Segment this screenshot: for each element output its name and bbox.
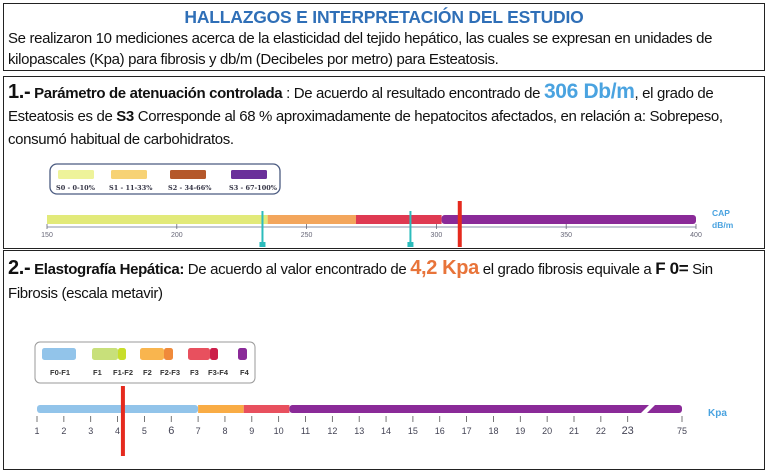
cap-legend-label: S3 - 67-100% — [229, 184, 278, 192]
kpa-tick-label: 4 — [115, 426, 120, 436]
text: el grado fibrosis equivale a — [478, 261, 656, 278]
cap-paragraph: 1.- Parámetro de atenuación controlada :… — [4, 80, 764, 151]
cap-legend-swatch — [170, 170, 206, 179]
cap-tick-label: 250 — [301, 232, 313, 239]
kpa-tick-label: 2 — [61, 426, 66, 436]
kpa-tick-label: 1 — [34, 426, 39, 436]
kpa-tick-label: 18 — [488, 426, 498, 436]
cap-legend-label: S2 - 34-66% — [168, 184, 212, 192]
cap-segment — [355, 215, 442, 224]
cap-result-marker — [457, 201, 462, 247]
kpa-legend-label: F1 — [93, 368, 102, 377]
kpa-tick-label: 15 — [408, 426, 418, 436]
kpa-tick-label: 11 — [301, 426, 310, 436]
kpa-tick-label: 14 — [381, 426, 391, 436]
text: De acuerdo al valor encontrado de — [183, 261, 411, 278]
kpa-tick-label: 75 — [677, 426, 687, 436]
kpa-legend-swatch — [42, 348, 76, 360]
kpa-tick-label: 9 — [249, 426, 254, 436]
elastography-section: 2.- Elastografía Hepática: De acuerdo al… — [3, 250, 765, 470]
section-number: 2.- — [8, 257, 31, 279]
cap-tick-label: 200 — [171, 232, 183, 239]
kpa-legend-label: F0-F1 — [50, 368, 70, 377]
page-title: HALLAZGOS E INTERPRETACIÓN DEL ESTUDIO — [184, 7, 584, 27]
kpa-legend-label: F4 — [240, 368, 250, 377]
kpa-segment — [243, 405, 290, 413]
cap-legend-box — [49, 163, 281, 195]
cap-tick-label: 150 — [41, 232, 53, 239]
cap-legend-swatch — [58, 170, 94, 179]
kpa-tick-label: 13 — [354, 426, 364, 436]
kpa-tick-label: 10 — [274, 426, 284, 436]
kpa-tick-label: 23 — [622, 425, 634, 437]
kpa-scale-break — [640, 404, 656, 414]
kpa-unit-label: Kpa — [708, 408, 727, 419]
section-heading: Parámetro de atenuación controlada — [34, 85, 283, 102]
kpa-tick-label: 21 — [569, 426, 579, 436]
kpa-legend-label: F1-F2 — [113, 368, 133, 377]
kpa-legend-swatch — [210, 348, 218, 360]
kpa-tick-label: 5 — [142, 426, 147, 436]
cap-unit-label: dB/m — [712, 220, 734, 230]
kpa-legend-swatch — [188, 348, 210, 360]
cap-legend-label: S1 - 11-33% — [109, 184, 153, 192]
kpa-tick-label: 7 — [196, 426, 201, 436]
kpa-tick-label: 8 — [222, 426, 227, 436]
cap-legend-swatch — [111, 170, 147, 179]
cap-legend-label: S0 - 0-10% — [56, 184, 96, 192]
cap-unit-label: CAP — [712, 208, 730, 218]
cap-segment — [441, 215, 696, 224]
kpa-legend-swatch — [140, 348, 164, 360]
intro-box: HALLAZGOS E INTERPRETACIÓN DEL ESTUDIO S… — [3, 3, 765, 71]
cap-legend-swatch — [231, 170, 267, 179]
kpa-result-marker — [120, 386, 125, 456]
kpa-tick-label: 19 — [515, 426, 525, 436]
section-number: 1.- — [8, 81, 31, 103]
kpa-legend-label: F3 — [190, 368, 199, 377]
steatosis-grade: S3 — [116, 108, 134, 125]
cap-threshold-foot — [259, 242, 266, 247]
cap-threshold-foot — [407, 242, 414, 247]
kpa-tick-label: 3 — [88, 426, 93, 436]
elastography-paragraph: 2.- Elastografía Hepática: De acuerdo al… — [4, 256, 764, 306]
fibrosis-grade: F 0= — [655, 259, 689, 278]
kpa-legend-label: F2-F3 — [160, 368, 180, 377]
kpa-tick-label: 17 — [462, 426, 472, 436]
kpa-tick-label: 6 — [168, 425, 174, 437]
kpa-tick-label: 16 — [435, 426, 445, 436]
intro-text: Se realizaron 10 mediciones acerca de la… — [8, 30, 713, 68]
text: Sin Fibrosis (escala metavir) — [8, 261, 713, 302]
kpa-legend-label: F3-F4 — [208, 368, 229, 377]
kpa-legend-swatch — [238, 348, 247, 360]
section-heading: Elastografía Hepática: — [34, 261, 184, 278]
cap-tick-label: 350 — [560, 232, 572, 239]
text: Corresponde al 68 % aproximadamente de h… — [8, 108, 723, 148]
kpa-segment — [198, 405, 244, 413]
cap-section: 1.- Parámetro de atenuación controlada :… — [3, 76, 765, 249]
kpa-tick-label: 20 — [542, 426, 552, 436]
text: , el grado de Esteatosis es de — [8, 85, 714, 125]
kpa-legend-swatch — [164, 348, 173, 360]
kpa-value: 4,2 Kpa — [410, 257, 479, 279]
cap-tick-label: 400 — [690, 232, 702, 239]
kpa-legend-label: F2 — [143, 368, 152, 377]
text: : De acuerdo al resultado encontrado de — [282, 85, 544, 102]
kpa-legend-swatch — [92, 348, 118, 360]
cap-segment — [267, 215, 356, 224]
cap-tick-label: 300 — [431, 232, 443, 239]
kpa-segment — [289, 405, 682, 413]
kpa-segment — [37, 405, 199, 413]
cap-segment — [47, 215, 268, 224]
cap-value: 306 Db/m — [543, 80, 635, 103]
kpa-tick-label: 22 — [596, 426, 606, 436]
kpa-tick-label: 12 — [327, 426, 337, 436]
kpa-legend-swatch — [118, 348, 126, 360]
